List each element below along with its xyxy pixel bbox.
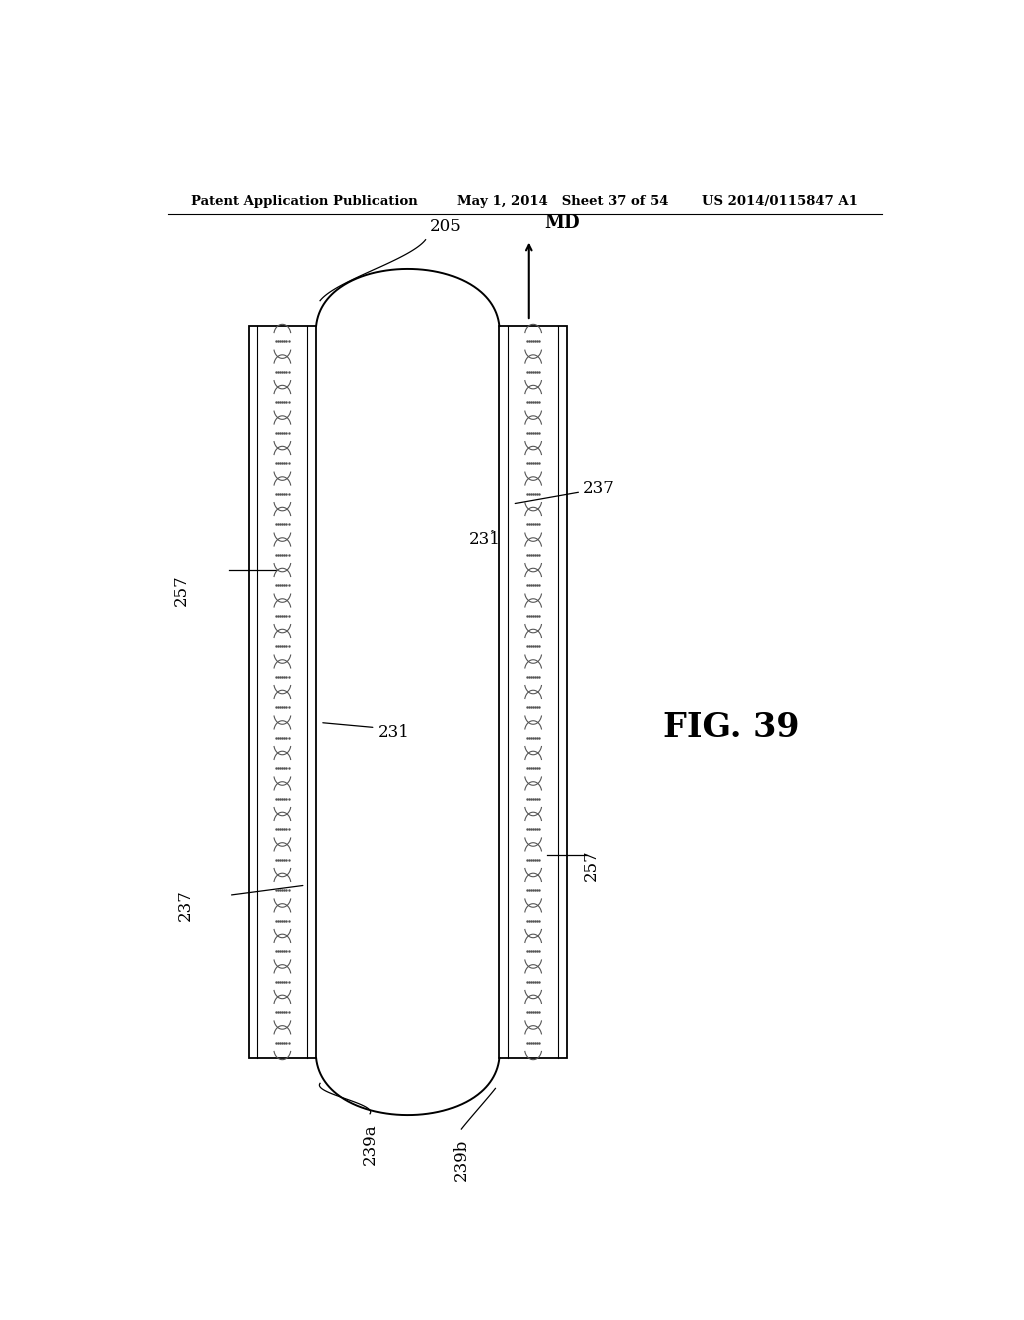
Text: 237: 237 <box>583 480 614 498</box>
Text: 257: 257 <box>173 574 190 606</box>
Text: FIG. 39: FIG. 39 <box>663 711 800 744</box>
Text: 237: 237 <box>177 890 195 921</box>
Text: 239b: 239b <box>453 1138 470 1181</box>
Text: 205: 205 <box>430 218 462 235</box>
Text: 231: 231 <box>378 725 410 741</box>
Text: US 2014/0115847 A1: US 2014/0115847 A1 <box>702 194 858 207</box>
Text: May 1, 2014   Sheet 37 of 54: May 1, 2014 Sheet 37 of 54 <box>458 194 669 207</box>
Text: 257: 257 <box>583 849 600 880</box>
Text: 231: 231 <box>469 531 501 548</box>
Text: Patent Application Publication: Patent Application Publication <box>191 194 418 207</box>
Bar <box>249 326 316 1057</box>
Text: 239a: 239a <box>361 1123 379 1166</box>
Text: MD: MD <box>545 214 581 231</box>
Bar <box>500 326 567 1057</box>
